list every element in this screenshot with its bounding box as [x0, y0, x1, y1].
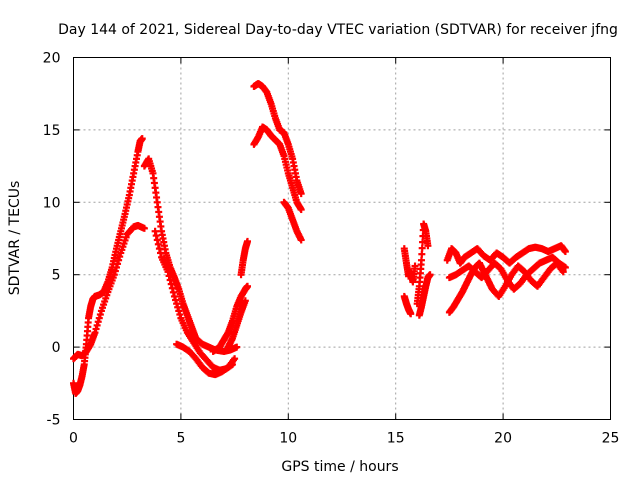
data-point [561, 248, 569, 256]
x-tick-label: 10 [279, 431, 297, 447]
series-g15-16-c [413, 220, 432, 308]
x-tick-label: 25 [602, 431, 620, 447]
data-point [297, 206, 305, 214]
data-point [419, 238, 427, 246]
tick-layer: 0 5 10 15 20 25 -5 0 5 10 15 20 [43, 51, 620, 447]
data-point [407, 310, 415, 318]
data-point [140, 224, 148, 232]
chart-title: Day 144 of 2021, Sidereal Day-to-day VTE… [58, 22, 618, 38]
series-peak-fall [140, 155, 241, 355]
series-g15-16-d [415, 271, 434, 319]
y-tick-label: 0 [52, 340, 61, 356]
series-pre-spike [237, 237, 251, 279]
data-point [417, 256, 425, 264]
series-g17-23-upper [443, 242, 569, 267]
data-point [243, 282, 251, 290]
x-tick-label: 20 [494, 431, 512, 447]
x-axis-label: GPS time / hours [281, 459, 398, 475]
data-point [138, 135, 146, 143]
series-g17-23-lower [445, 259, 567, 316]
data-point [424, 242, 432, 250]
data-point [426, 271, 434, 279]
y-tick-label: -5 [47, 413, 61, 429]
y-axis-label: SDTVAR / TECUs [7, 181, 23, 296]
data-point [418, 250, 426, 258]
x-tick-label: 0 [69, 431, 78, 447]
data-point [418, 244, 426, 252]
series-g15-16-b [400, 292, 415, 318]
data-point [297, 190, 305, 198]
series-spike-upper [250, 80, 305, 198]
data-point [243, 237, 251, 245]
point-layer [70, 80, 569, 397]
data-point [559, 268, 567, 276]
data-point [233, 343, 241, 351]
series-main-rise-lower [70, 221, 148, 363]
y-tick-label: 10 [43, 195, 61, 211]
y-tick-label: 5 [52, 268, 61, 284]
series-spike-lower [250, 123, 305, 214]
x-tick-label: 15 [387, 431, 405, 447]
data-point [297, 236, 305, 244]
series-g15-16-a [400, 245, 419, 286]
series-spike-tail [280, 198, 305, 244]
data-point [231, 355, 239, 363]
series-trough-rise-2 [224, 297, 249, 351]
data-point [411, 262, 419, 270]
series-trough-flat [173, 340, 239, 379]
data-point [241, 297, 249, 305]
plot-frame [73, 57, 611, 420]
x-tick-label: 5 [176, 431, 185, 447]
grid-layer [73, 57, 611, 420]
y-tick-label: 20 [43, 51, 61, 67]
y-tick-label: 15 [43, 123, 61, 139]
